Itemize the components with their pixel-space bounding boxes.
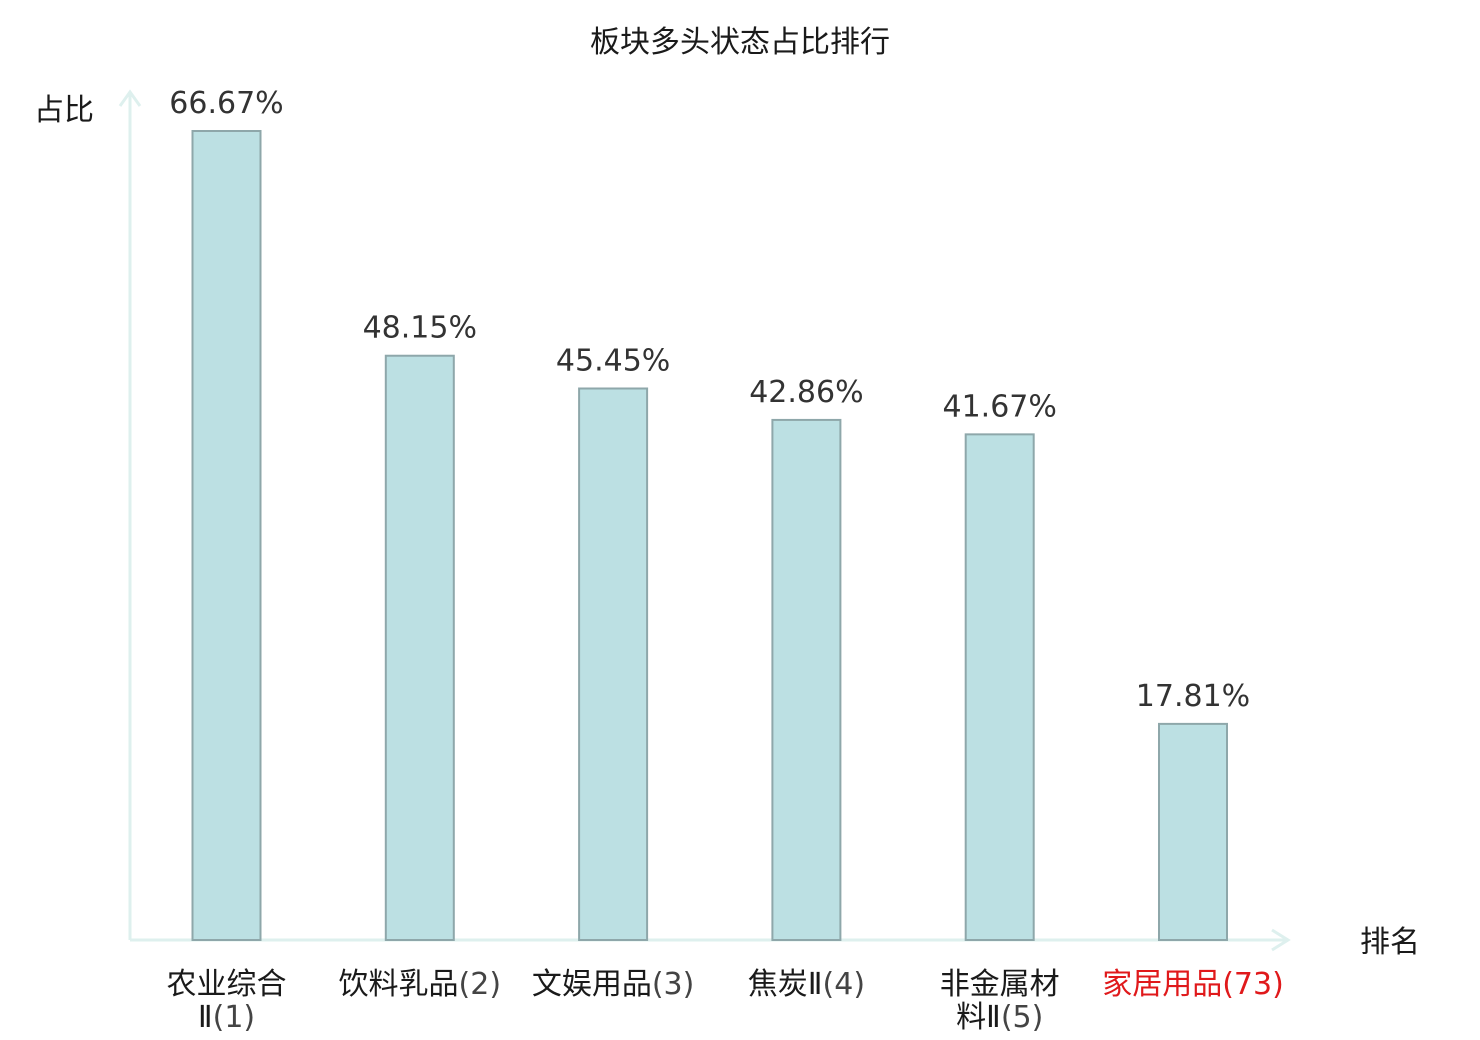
bar-group — [191, 130, 1228, 942]
bar — [578, 387, 649, 941]
bar — [191, 130, 262, 941]
x-tick-label: 农业综合 Ⅱ(1) — [167, 967, 287, 1035]
data-label: 42.86% — [749, 375, 863, 410]
data-label: 66.67% — [169, 86, 283, 121]
y-axis-label: 占比 — [34, 93, 94, 128]
x-tick-label: 家居用品(73) — [1102, 967, 1284, 1002]
x-tick-label-name: 农业综合 — [167, 967, 287, 1002]
x-tick-label-rank: (73) — [1222, 967, 1284, 1002]
x-tick-label: 非金属材料Ⅱ(5) — [940, 967, 1060, 1035]
data-label: 17.81% — [1136, 679, 1250, 714]
x-axis-arrow — [1271, 928, 1291, 952]
bar — [384, 354, 455, 942]
y-axis-arrow — [118, 89, 142, 107]
x-axis-label: 排名 — [1360, 925, 1420, 960]
category-label-group: 农业综合 Ⅱ(1) 饮料乳品(2) 文娱用品(3) 焦炭Ⅱ(4) 非金属材料Ⅱ(5) 家居用… — [167, 967, 1284, 1035]
x-tick-label-name: 料Ⅱ(5) — [956, 1000, 1043, 1035]
data-label: 41.67% — [943, 389, 1057, 424]
data-label: 48.15% — [363, 311, 477, 346]
x-tick-label-name: 饮料乳品(2) — [339, 967, 502, 1002]
x-tick-label-name: 焦炭Ⅱ(4) — [748, 967, 865, 1002]
bar — [1158, 722, 1228, 942]
chart-title: 板块多头状态占比排行 — [590, 25, 890, 60]
x-tick-label-name: 非金属材 — [940, 967, 1060, 1002]
x-tick-label-name: Ⅱ(1) — [198, 1000, 255, 1035]
x-tick-label: 焦炭Ⅱ(4) — [748, 967, 865, 1002]
x-tick-label: 文娱用品(3) — [532, 967, 695, 1002]
x-tick-label-rank: (2) — [459, 967, 502, 1002]
x-tick-label-rank: (4) — [823, 967, 866, 1002]
data-label: 45.45% — [556, 343, 670, 378]
bar — [771, 418, 842, 941]
x-tick-label-name: 家居用品(73) — [1102, 967, 1284, 1002]
x-tick-label: 饮料乳品(2) — [339, 967, 502, 1002]
bar — [964, 433, 1035, 941]
x-tick-label-rank: (3) — [652, 967, 695, 1002]
x-tick-label-name: 文娱用品(3) — [532, 967, 695, 1002]
value-label-group: 66.67% 48.15% 45.45% 42.86% 41.67% 17.81% — [169, 86, 1250, 714]
x-tick-label-rank: (5) — [1001, 1000, 1043, 1035]
x-tick-label-rank: (1) — [213, 1000, 256, 1035]
axes — [118, 89, 1291, 952]
